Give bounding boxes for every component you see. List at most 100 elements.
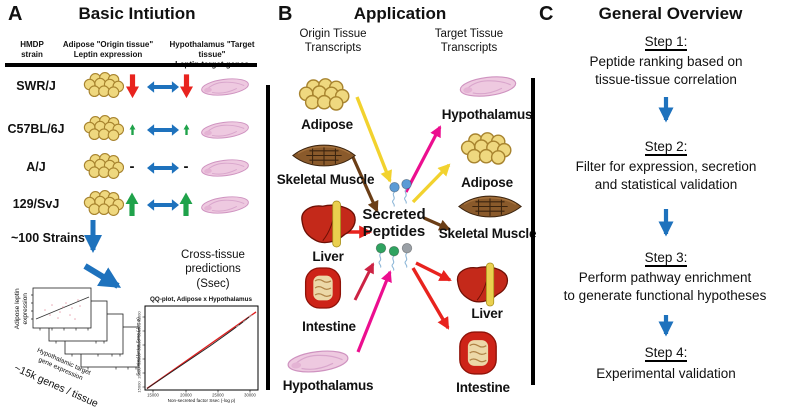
panel-a-letter: A: [8, 3, 23, 25]
target-adipose-label: Adipose: [461, 175, 513, 190]
arrow-adipose-to-peptides: [355, 96, 392, 183]
panel-a-graphics: 15000 20000 25000 30000 15000 20000 2500…: [31, 220, 259, 398]
target-liver-label: Liver: [471, 306, 503, 321]
arrow-peptides-to-hypothalamus: [404, 125, 442, 193]
scatter-ticks: [31, 294, 137, 370]
svg-text:35000: 35000: [137, 325, 142, 337]
svg-text:15000: 15000: [147, 393, 159, 398]
cross-tissue-predictions-title: Cross-tissue predictions (Ssec): [181, 249, 245, 290]
intestine-icon: [452, 330, 504, 376]
svg-text:25000: 25000: [137, 353, 142, 365]
up-arrow-green-icon: [179, 192, 193, 216]
arrow-intestine-to-peptides: [353, 262, 375, 301]
qq-x-tick-labels: 15000 20000 25000 30000: [147, 393, 256, 398]
hypothalamus-icon: [200, 119, 250, 141]
panel-b-arrows: [344, 96, 452, 353]
hypothalamus-icon: [200, 76, 250, 98]
adipose-icon: [294, 77, 352, 113]
svg-text:30000: 30000: [137, 339, 142, 351]
no-change-dash: -: [183, 158, 189, 175]
origin-liver-label: Liver: [312, 249, 344, 264]
panel-a: 15000 20000 25000 30000 15000 20000 2500…: [0, 0, 268, 415]
origin-muscle-label: Skeletal Muscle: [276, 172, 375, 187]
qq-axis-ticks: [142, 316, 251, 393]
up-arrow-green-small-icon: [129, 124, 136, 135]
origin-hypothalamus-label: Hypothalamus: [282, 378, 374, 393]
svg-text:20000: 20000: [180, 393, 192, 398]
strain-label: SWR/J: [16, 79, 56, 93]
divider-a-b: [266, 85, 270, 390]
panel-a-title: Basic Intiution: [78, 4, 196, 23]
qq-y-axis-label: Secreted factor Ssec (-log p): [135, 317, 141, 376]
step-2-label: Step 2:: [535, 139, 797, 156]
step-4-label: Step 4:: [535, 345, 797, 362]
peptide-icon: [401, 243, 413, 269]
target-intestine-label: Intestine: [456, 380, 510, 395]
origin-tissue-header: Origin Tissue Transcripts: [299, 28, 367, 54]
step-2-text: Filter for expression, secretion and sta…: [575, 159, 757, 192]
strain-label: A/J: [26, 160, 46, 174]
arrow-scatter-to-qq: [83, 263, 122, 289]
double-arrow-icon: [147, 161, 179, 175]
peptide-icon: [400, 179, 413, 205]
double-arrow-icon: [147, 123, 179, 137]
svg-text:25000: 25000: [212, 393, 224, 398]
up-arrow-green-small-icon: [183, 124, 190, 135]
panel-c-arrows: [658, 97, 674, 337]
arrow-peptides-to-intestine: [411, 267, 450, 330]
scatter-points: [44, 299, 81, 320]
arrow-muscle-to-peptides: [350, 154, 379, 213]
scatter-fit-line: [35, 296, 90, 320]
step-2-label-text: Step 2:: [644, 139, 688, 156]
arrow-peptides-to-liver: [415, 261, 452, 282]
step-3-text: Perform pathway enrichment to generate f…: [563, 270, 767, 303]
arrow-hypothalamus-to-peptides: [356, 270, 392, 353]
down-arrow-red-icon: [126, 74, 139, 99]
strains-count-note: ~100 Strains: [10, 231, 85, 245]
target-muscle-label: Skeletal Muscle: [438, 226, 537, 241]
step-3-label-text: Step 3:: [644, 250, 688, 267]
panel-c-letter: C: [539, 3, 554, 25]
step-1-text: Peptide ranking based on tissue-tissue c…: [589, 54, 743, 87]
double-arrow-icon: [147, 80, 179, 94]
origin-intestine-label: Intestine: [302, 319, 356, 334]
skeletal-muscle-icon: [454, 193, 526, 220]
step-4-text: Experimental validation: [596, 366, 736, 381]
step-1-label: Step 1:: [535, 34, 797, 51]
step-1-label-text: Step 1:: [644, 34, 688, 51]
svg-text:30000: 30000: [244, 393, 256, 398]
hypothalamus-icon: [200, 194, 250, 216]
target-tissue-header: Target Tissue Transcripts: [434, 28, 504, 54]
column-header-origin: Adipose "Origin tissue" Leptin expressio…: [62, 40, 154, 59]
secreted-peptides-label: Secreted Peptides: [362, 206, 426, 241]
svg-text:15000: 15000: [137, 381, 142, 393]
adipose-icon: [82, 71, 124, 100]
hypothalamus-icon: [284, 348, 352, 375]
header-rule: [5, 63, 257, 67]
adipose-icon: [82, 114, 124, 143]
strain-label: 129/SvJ: [12, 197, 60, 211]
svg-text:20000: 20000: [137, 367, 142, 379]
up-arrow-green-icon: [125, 192, 139, 216]
qq-outlier-points: [235, 314, 253, 328]
skeletal-muscle-icon: [285, 142, 363, 169]
hypothalamus-icon: [200, 157, 250, 179]
target-hypothalamus-label: Hypothalamus: [441, 107, 533, 122]
scatter-y-label: Adipose leptin expression: [14, 288, 29, 330]
step-3-label: Step 3:: [535, 250, 797, 267]
qq-points-curve: [146, 316, 250, 389]
adipose-icon: [456, 131, 514, 167]
column-header-strain: HMDP strain: [20, 40, 44, 59]
strain-label: C57BL/6J: [7, 122, 65, 136]
panel-b-title: Application: [353, 4, 447, 23]
qq-y-tick-labels: 15000 20000 25000 30000 35000 40000: [137, 311, 142, 393]
arrow-peptides-to-adipose: [411, 163, 451, 204]
qq-plot-title: QQ-plot, Adipose x Hypothalamus: [150, 296, 252, 303]
arrow-peptides-to-muscle: [423, 216, 451, 231]
peptide-icon: [374, 243, 388, 269]
adipose-icon: [82, 189, 124, 218]
panel-c-title: General Overview: [598, 4, 743, 23]
hypothalamus-icon: [457, 74, 519, 99]
intestine-icon: [298, 266, 348, 310]
